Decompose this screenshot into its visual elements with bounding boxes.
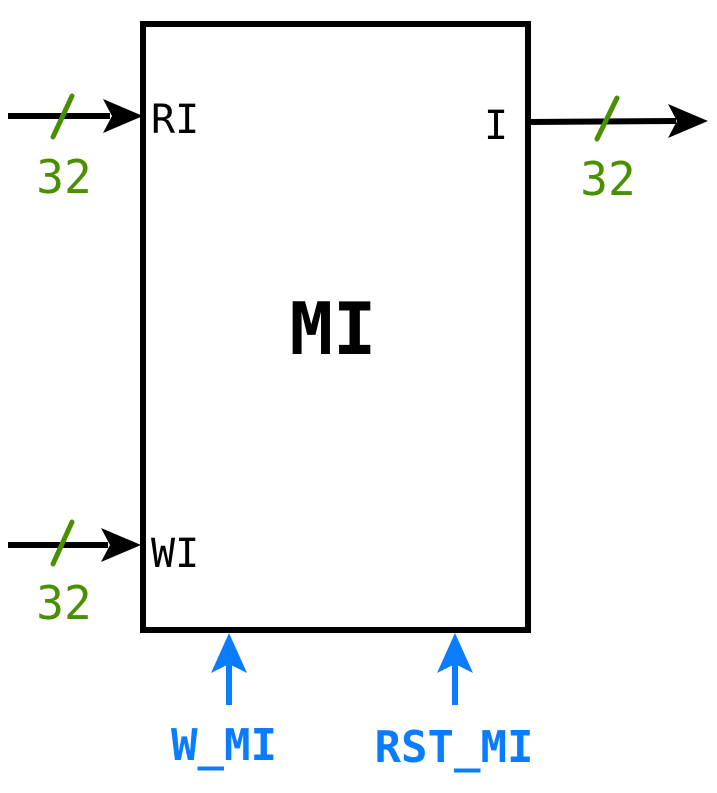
i-port-label: I xyxy=(484,103,508,149)
w-mi-control-arrow xyxy=(211,633,247,705)
i-bus-width: 32 xyxy=(580,152,635,206)
wi-port-label: WI xyxy=(151,531,199,577)
wi-bus-slash xyxy=(50,519,75,567)
ri-input-arrow xyxy=(8,99,143,133)
rst-mi-control-arrow xyxy=(437,633,473,705)
w-mi-label: W_MI xyxy=(171,720,277,771)
ri-bus-slash xyxy=(50,93,75,140)
rst-mi-label: RST_MI xyxy=(375,722,534,773)
i-bus-slash xyxy=(594,95,620,142)
wi-bus-width: 32 xyxy=(36,576,91,630)
wi-input-arrow xyxy=(8,528,141,562)
i-output-arrow xyxy=(527,104,708,138)
ri-bus-width: 32 xyxy=(36,150,91,204)
ri-port-label: RI xyxy=(151,97,199,143)
block-title: MI xyxy=(290,287,377,371)
mi-block xyxy=(140,21,531,633)
